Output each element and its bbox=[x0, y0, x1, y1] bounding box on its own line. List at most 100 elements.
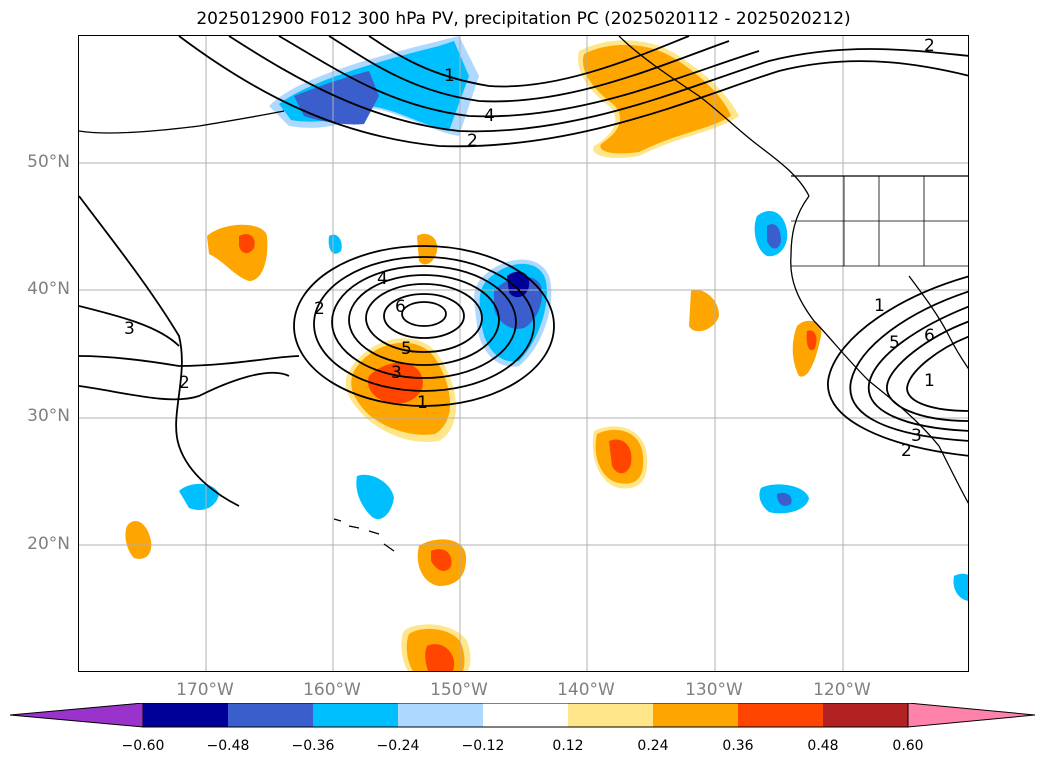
colorbar-bin-8 bbox=[738, 703, 823, 727]
contour-label: 2 bbox=[901, 441, 912, 461]
colorbar-tick: −0.12 bbox=[461, 738, 505, 754]
precip-cyan-155w bbox=[356, 474, 394, 520]
contour-label: 6 bbox=[395, 297, 406, 317]
contour-label: 1 bbox=[444, 66, 455, 86]
lat-label-50n: 50°N bbox=[27, 152, 70, 172]
lon-label-130w: 130°W bbox=[685, 680, 743, 700]
contour-label: 2 bbox=[924, 36, 935, 56]
precip-orange-175w bbox=[125, 521, 152, 559]
pv-contour-central-7 bbox=[401, 301, 447, 327]
graticule bbox=[79, 36, 968, 671]
precip-blue-core-north bbox=[294, 71, 379, 125]
precip-red-122w bbox=[806, 330, 817, 351]
contour-label: 4 bbox=[484, 106, 495, 126]
precip-cyan-158w-top bbox=[328, 234, 342, 254]
contour-label: 3 bbox=[911, 426, 922, 446]
lon-label-160w: 160°W bbox=[303, 680, 361, 700]
lon-label-150w: 150°W bbox=[430, 680, 488, 700]
coastline-west-us bbox=[790, 195, 968, 504]
colorbar-tick: −0.24 bbox=[376, 738, 420, 754]
colorbar-tick: 0.36 bbox=[722, 738, 754, 754]
contour-label: 5 bbox=[401, 339, 412, 359]
contour-label: 4 bbox=[377, 269, 388, 289]
pv-contour-central-4 bbox=[348, 274, 500, 366]
pv-contour-central-5 bbox=[365, 283, 483, 353]
lon-label-140w: 140°W bbox=[557, 680, 615, 700]
pv-contour-east-5 bbox=[906, 335, 968, 412]
precip-cyan-170w bbox=[179, 483, 219, 511]
lon-label-170w: 170°W bbox=[176, 680, 234, 700]
colorbar-bin-3 bbox=[313, 703, 398, 727]
precip-orange-150w-top bbox=[417, 233, 438, 265]
precip-orange-165w bbox=[207, 224, 268, 281]
precip-red-165w bbox=[239, 234, 255, 254]
precip-navy-east bbox=[507, 271, 530, 298]
pv-contour-north-5 bbox=[368, 36, 690, 88]
pv-contour-west-2 bbox=[79, 305, 180, 347]
contour-label: 2 bbox=[467, 131, 478, 151]
precip-blue-125w bbox=[767, 224, 781, 249]
pv-contour-east-3 bbox=[867, 305, 968, 432]
precip-blue-125w-south bbox=[777, 492, 792, 506]
pv-contour-central-1 bbox=[293, 245, 555, 407]
colorbar-tick: 0.12 bbox=[552, 738, 584, 754]
colorbar-bin-4 bbox=[398, 703, 483, 727]
colorbar-bin-1 bbox=[143, 703, 228, 727]
pv-contour-north-1 bbox=[178, 36, 968, 148]
map-title: 2025012900 F012 300 hPa PV, precipitatio… bbox=[196, 9, 851, 29]
pv-contour-west-3 bbox=[79, 355, 300, 367]
contour-label: 6 bbox=[924, 326, 935, 346]
colorbar-bin-7 bbox=[653, 703, 738, 727]
colorbar-bin-2 bbox=[228, 703, 313, 727]
colorbar-bin-9 bbox=[823, 703, 908, 727]
colorbar-extend-right bbox=[907, 703, 1036, 728]
lon-label-120w: 120°W bbox=[813, 680, 871, 700]
coastlines bbox=[79, 36, 968, 552]
colorbar-outline bbox=[142, 703, 909, 728]
border-states bbox=[791, 176, 968, 267]
contour-label: 1 bbox=[924, 371, 935, 391]
contour-label: 1 bbox=[417, 393, 428, 413]
colorbar-tick: 0.48 bbox=[807, 738, 839, 754]
contour-label: 3 bbox=[391, 363, 402, 383]
contour-label: 5 bbox=[889, 333, 900, 353]
pv-contour-north-3 bbox=[278, 36, 760, 118]
contour-labels: 2 1 4 2 4 2 6 5 3 1 3 2 1 5 6 1 3 2 bbox=[124, 36, 935, 461]
pv-contours bbox=[79, 36, 968, 507]
precip-orange-122w bbox=[792, 320, 822, 377]
colorbar-bin-6 bbox=[568, 703, 653, 727]
coastline-alaska bbox=[79, 36, 810, 197]
colorbar-tick: −0.48 bbox=[206, 738, 250, 754]
pv-contour-west-1 bbox=[79, 195, 240, 507]
precip-orange-132w bbox=[689, 289, 719, 332]
colorbar-tick: 0.24 bbox=[637, 738, 669, 754]
pv-contour-central-6 bbox=[383, 293, 465, 339]
pv-contour-west-4 bbox=[79, 371, 290, 401]
contour-label: 2 bbox=[179, 373, 190, 393]
map-panel: 2 1 4 2 4 2 6 5 3 1 3 2 1 5 6 1 3 2 bbox=[78, 35, 969, 672]
lat-label-20n: 20°N bbox=[27, 534, 70, 554]
colorbar-tick: −0.60 bbox=[121, 738, 165, 754]
pv-contour-east-2 bbox=[849, 290, 968, 442]
precip-fields bbox=[125, 36, 968, 671]
colorbar-bin-5 bbox=[483, 703, 568, 727]
contour-label: 3 bbox=[124, 319, 135, 339]
precip-blue-east bbox=[494, 276, 543, 329]
precip-red-152w-bottom bbox=[425, 644, 455, 671]
colorbar-tick: 0.60 bbox=[892, 738, 924, 754]
pv-contour-east-1 bbox=[827, 275, 968, 457]
contour-label: 2 bbox=[314, 299, 325, 319]
precip-red-central bbox=[368, 362, 423, 404]
precip-red-152w bbox=[431, 549, 452, 571]
colorbar-tick: −0.36 bbox=[291, 738, 335, 754]
precip-cyan-110w bbox=[953, 573, 968, 601]
pv-contour-central-2 bbox=[313, 256, 535, 392]
pv-contour-east-4 bbox=[886, 320, 968, 422]
coastline-hawaii bbox=[333, 518, 395, 552]
lat-label-40n: 40°N bbox=[27, 279, 70, 299]
contour-label: 1 bbox=[874, 296, 885, 316]
lat-label-30n: 30°N bbox=[27, 406, 70, 426]
pv-contour-north-4 bbox=[328, 36, 730, 103]
colorbar-extend-left bbox=[10, 703, 144, 728]
pv-contour-north-2 bbox=[228, 36, 968, 133]
